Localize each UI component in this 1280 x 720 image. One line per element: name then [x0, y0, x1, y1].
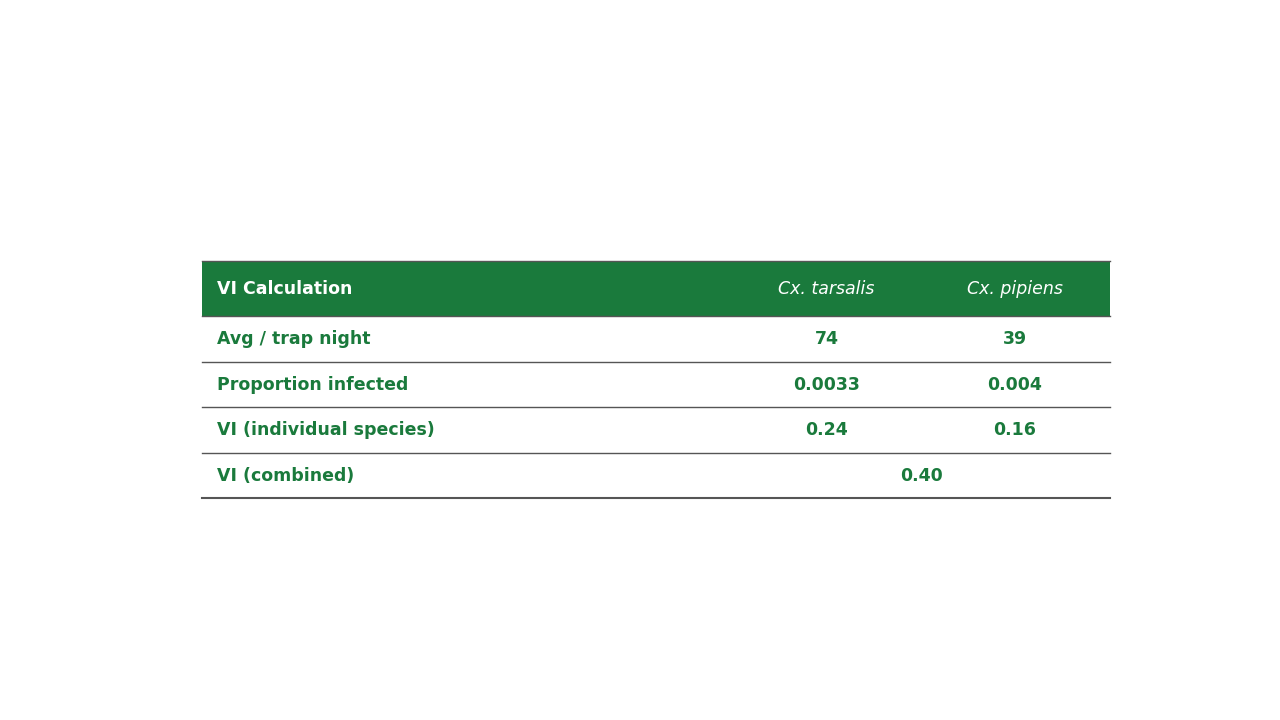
Text: Proportion infected: Proportion infected [216, 376, 408, 394]
Text: Avg / trap night: Avg / trap night [216, 330, 370, 348]
Text: VI (combined): VI (combined) [216, 467, 353, 485]
Text: 0.0033: 0.0033 [792, 376, 860, 394]
Text: 0.16: 0.16 [993, 421, 1037, 439]
Text: 0.24: 0.24 [805, 421, 847, 439]
Text: 39: 39 [1002, 330, 1027, 348]
Text: VI Calculation: VI Calculation [216, 280, 352, 298]
Text: 0.004: 0.004 [987, 376, 1042, 394]
Text: 74: 74 [814, 330, 838, 348]
Text: VI (individual species): VI (individual species) [216, 421, 434, 439]
Text: Cx. tarsalis: Cx. tarsalis [778, 280, 874, 298]
Text: 0.40: 0.40 [900, 467, 943, 485]
Text: Cx. pipiens: Cx. pipiens [966, 280, 1062, 298]
